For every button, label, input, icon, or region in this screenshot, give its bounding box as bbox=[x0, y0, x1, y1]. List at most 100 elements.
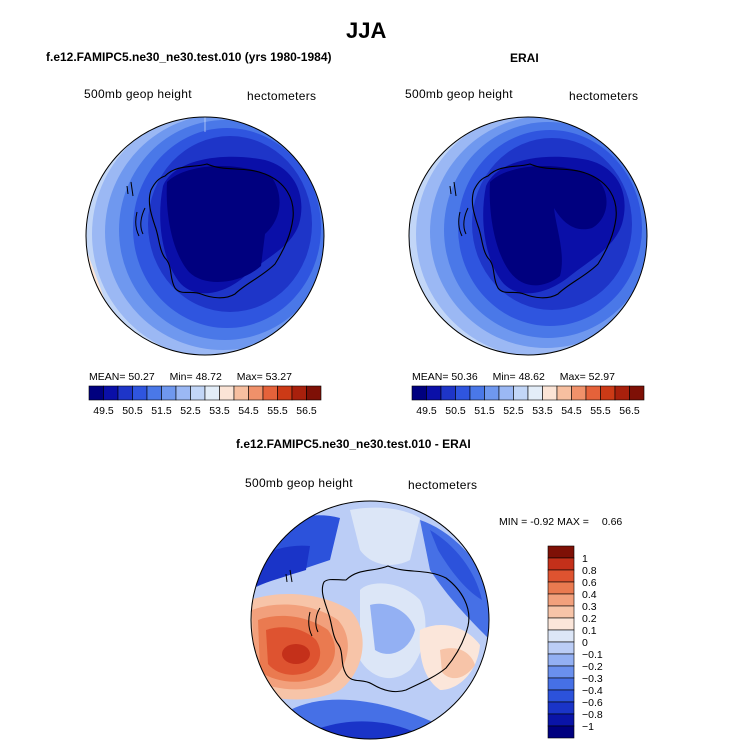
panel3-colorbar-swatch bbox=[547, 641, 575, 655]
panel3-colorbar-swatch bbox=[547, 545, 575, 559]
panel3-band-low-ne bbox=[420, 520, 489, 640]
panel2-colorbar-tick-label: 49.5 bbox=[416, 405, 437, 417]
panel3-colorbar-swatch bbox=[547, 725, 575, 739]
panel2-colorbar-tick-label: 55.5 bbox=[590, 405, 611, 417]
panel3-colorbar-swatch bbox=[547, 557, 575, 571]
panel1-peninsula-coastline bbox=[126, 181, 146, 237]
panel2-colorbar-swatch bbox=[585, 385, 601, 401]
panel2-map-border bbox=[408, 116, 648, 356]
panel2-colorbar-tick-label: 56.5 bbox=[619, 405, 640, 417]
panel1-colorbar-swatch bbox=[161, 385, 177, 401]
panel2-colorbar-swatch bbox=[513, 385, 529, 401]
panel1-colorbar-swatch bbox=[190, 385, 206, 401]
panel2-max-label: Max= bbox=[559, 371, 586, 383]
panel3-colorbar-tick-label: −0.4 bbox=[582, 685, 603, 697]
panel2-colorbar-swatch bbox=[600, 385, 616, 401]
panel3-max-value: 0.66 bbox=[601, 516, 623, 528]
panel3-colorbar-swatch bbox=[547, 677, 575, 691]
panel2-colorbar-tick-label: 50.5 bbox=[445, 405, 466, 417]
panel3-band-near-zero-n bbox=[350, 507, 420, 565]
panel1-units-label: hectometers bbox=[247, 89, 317, 103]
panel2-peninsula-coastline bbox=[449, 181, 469, 237]
panel1-colorbar-swatch bbox=[248, 385, 264, 401]
panel1-band-49 bbox=[166, 165, 280, 283]
panel3-colorbar-swatch bbox=[547, 629, 575, 643]
panel3-map-border bbox=[250, 500, 490, 740]
panel2-antarctica-coastline bbox=[471, 163, 617, 299]
panel3-colorbar-tick-label: 0.6 bbox=[582, 577, 597, 589]
panel1-max-label: Max= bbox=[236, 371, 263, 383]
panel3-colorbar-swatch bbox=[547, 581, 575, 595]
figure-title: JJA bbox=[346, 18, 387, 43]
panel1-colorbar-tick-label: 56.5 bbox=[296, 405, 317, 417]
panel3-colorbar-tick-label: −0.2 bbox=[582, 661, 603, 673]
panel2-colorbar-swatch bbox=[527, 385, 543, 401]
panel2-colorbar-swatch bbox=[411, 385, 427, 401]
panel2-title: ERAI bbox=[510, 51, 539, 65]
panel3-min-value: -0.92 bbox=[530, 516, 555, 528]
panel1-colorbar-tick-label: 53.5 bbox=[209, 405, 230, 417]
panel3-colorbar-tick-label: 0.2 bbox=[582, 613, 597, 625]
panel3-band-neg-c bbox=[370, 603, 415, 654]
panel3-max-label: MAX = bbox=[557, 516, 589, 528]
panel1-colorbar-tick-label: 50.5 bbox=[122, 405, 143, 417]
panel1-title: f.e12.FAMIPC5.ne30_ne30.test.010 (yrs 19… bbox=[46, 50, 332, 64]
panel3-colorbar-tick-label: 1 bbox=[582, 553, 588, 565]
panel3-colorbar-tick-label: −0.8 bbox=[582, 709, 603, 721]
panel1-variable-label: 500mb geop height bbox=[84, 87, 192, 101]
panel1-stats: MEAN= 50.27 Min= 48.72 Max= 53.27 bbox=[89, 371, 292, 383]
panel3-colorbar-swatch bbox=[547, 593, 575, 607]
panel3-colorbar-swatch bbox=[547, 713, 575, 727]
panel1-colorbar-swatch bbox=[219, 385, 235, 401]
panel3-variable-label: 500mb geop height bbox=[245, 476, 353, 490]
panel2-colorbar-swatch bbox=[440, 385, 456, 401]
panel3-band-pos-e2 bbox=[440, 648, 475, 679]
panel3-colorbar-swatch bbox=[547, 605, 575, 619]
panel2-colorbar: 49.5 50.5 51.5 52.5 53.5 54.5 55.5 56.5 bbox=[411, 385, 645, 417]
panel2-colorbar-swatch bbox=[629, 385, 645, 401]
panel3-colorbar-tick-label: 0 bbox=[582, 637, 588, 649]
panel1-colorbar-swatch bbox=[204, 385, 220, 401]
panel1-colorbar-swatch bbox=[117, 385, 133, 401]
panel1-colorbar-tick-label: 55.5 bbox=[267, 405, 288, 417]
panel2-colorbar-swatch bbox=[614, 385, 630, 401]
panel1-polar-map bbox=[85, 116, 325, 356]
panel3-antarctica-coastline bbox=[321, 565, 470, 693]
panel2-colorbar-swatch bbox=[426, 385, 442, 401]
panel1-min-label: Min= bbox=[169, 371, 193, 383]
panel2-stats: MEAN= 50.36 Min= 48.62 Max= 52.97 bbox=[412, 371, 615, 383]
panel3-colorbar-tick-label: −1 bbox=[582, 721, 594, 733]
panel1-colorbar-swatch bbox=[233, 385, 249, 401]
panel3-colorbar-tick-label: 0.4 bbox=[582, 589, 597, 601]
panel3-band-lower-ne bbox=[430, 530, 482, 600]
panel1-mean-value: 50.27 bbox=[128, 371, 155, 383]
panel1-colorbar-tick-label: 54.5 bbox=[238, 405, 259, 417]
panel1-colorbar-swatch bbox=[306, 385, 322, 401]
panel3-stats: MIN = -0.92 MAX = 0.66 bbox=[499, 516, 622, 528]
panel3-title: f.e12.FAMIPC5.ne30_ne30.test.010 - ERAI bbox=[236, 437, 471, 451]
panel3-colorbar-tick-label: −0.3 bbox=[582, 673, 603, 685]
panel2-colorbar-swatch bbox=[455, 385, 471, 401]
panel2-colorbar-swatch bbox=[469, 385, 485, 401]
panel1-colorbar-swatch bbox=[146, 385, 162, 401]
panel1-colorbar-swatch bbox=[291, 385, 307, 401]
panel2-colorbar-swatch bbox=[571, 385, 587, 401]
panel3-peninsula-coastline bbox=[285, 569, 321, 637]
panel1-colorbar-tick-label: 49.5 bbox=[93, 405, 114, 417]
panel1-colorbar-tick-label: 51.5 bbox=[151, 405, 172, 417]
panel2-polar-map bbox=[408, 116, 648, 356]
panel1-map-border bbox=[85, 116, 325, 356]
panel1-colorbar: 49.5 50.5 51.5 52.5 53.5 54.5 55.5 56.5 bbox=[88, 385, 322, 417]
panel2-colorbar-tick-label: 54.5 bbox=[561, 405, 582, 417]
panel2-mean-value: 50.36 bbox=[451, 371, 478, 383]
panel3-colorbar-swatch bbox=[547, 665, 575, 679]
panel3-polar-map bbox=[250, 500, 490, 740]
panel3-colorbar-swatch bbox=[547, 617, 575, 631]
panel3-colorbar-tick-label: −0.6 bbox=[582, 697, 603, 709]
panel2-colorbar-tick-label: 52.5 bbox=[503, 405, 524, 417]
panel3-colorbar-tick-label: 0.8 bbox=[582, 565, 597, 577]
panel3-colorbar: 10.80.60.40.30.20.10−0.1−0.2−0.3−0.4−0.6… bbox=[547, 545, 603, 739]
panel1-band-53-5 bbox=[86, 276, 99, 355]
panel3-colorbar-swatch bbox=[547, 653, 575, 667]
panel2-colorbar-swatch bbox=[484, 385, 500, 401]
